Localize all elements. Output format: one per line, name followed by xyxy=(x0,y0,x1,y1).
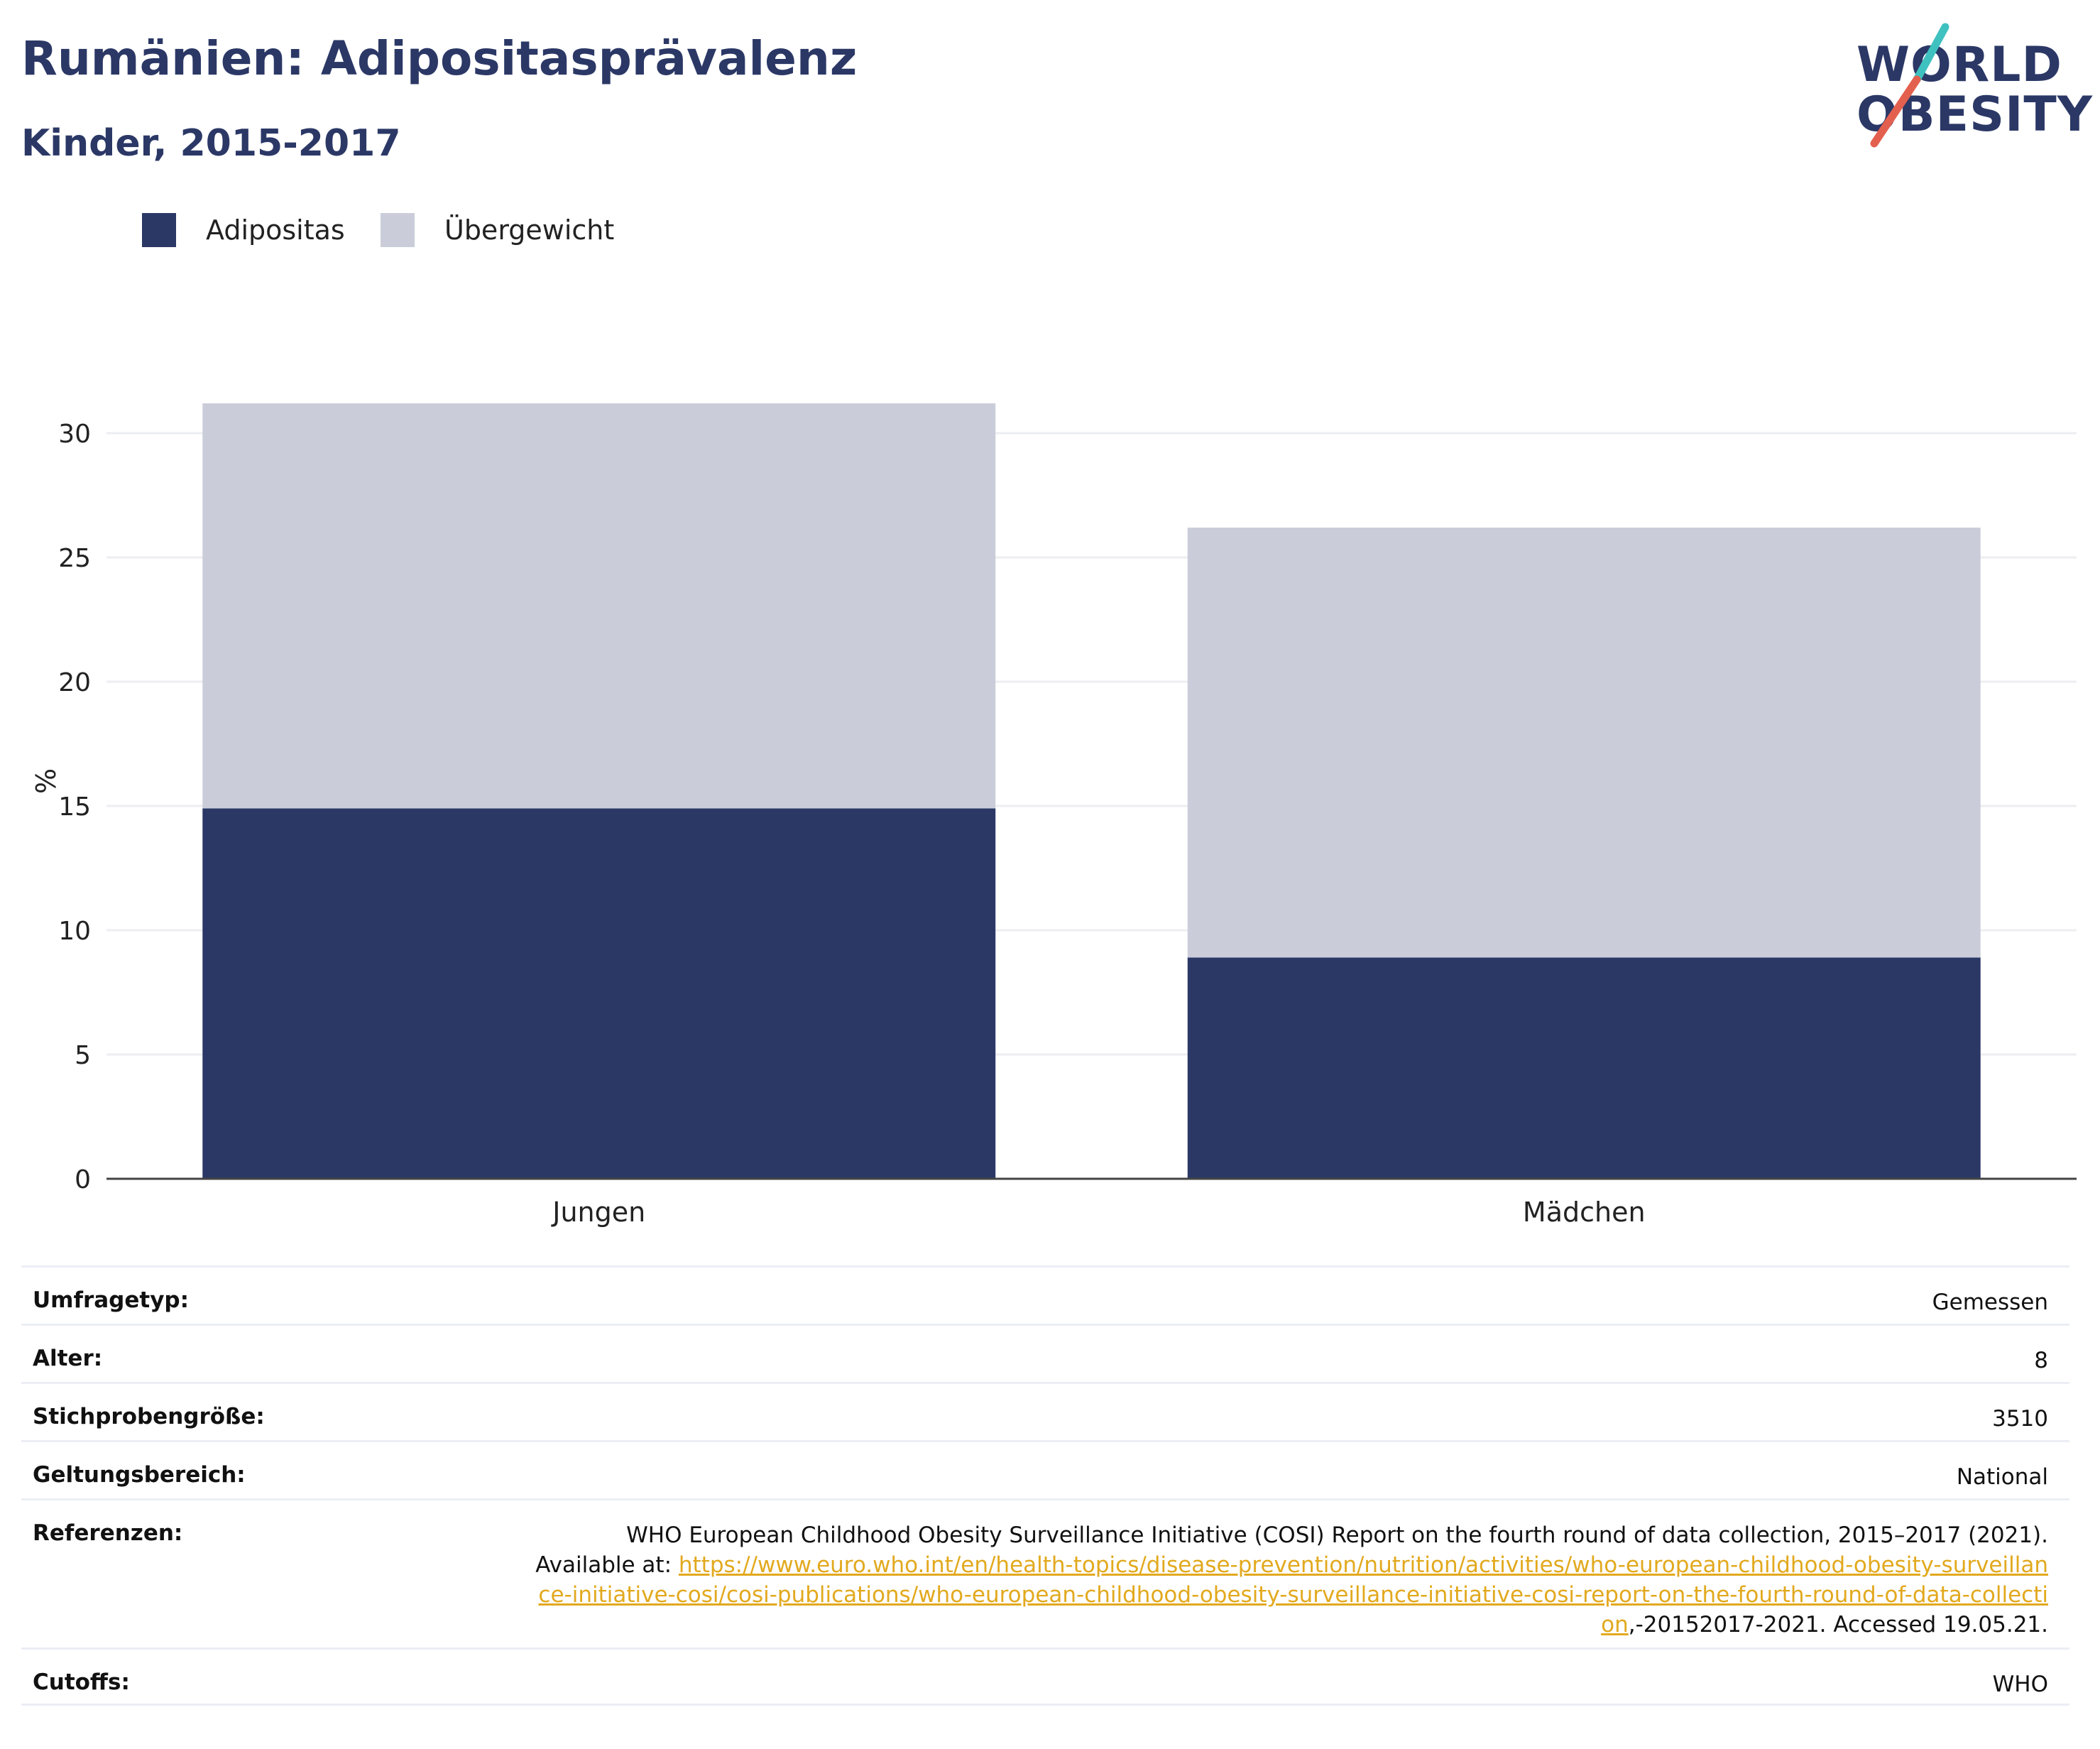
metadata-row: Geltungsbereich: National xyxy=(21,1440,2069,1498)
logo-line-1: WORLD xyxy=(1856,37,2062,93)
legend-label-adipositas: Adipositas xyxy=(206,214,345,246)
y-tick-label: 20 xyxy=(58,668,91,697)
y-tick-label: 15 xyxy=(58,792,91,822)
metadata-value: 8 xyxy=(2034,1348,2048,1373)
metadata-label: Referenzen: xyxy=(33,1520,183,1546)
stacked-bar-chart: 0 5 10 15 20 25 30% Jungen Mädchen xyxy=(31,403,2077,1228)
legend-swatch-uebergewicht xyxy=(381,213,415,247)
metadata-label: Umfragetyp: xyxy=(33,1287,189,1313)
metadata-row: Stichprobengröße: 3510 xyxy=(21,1382,2069,1440)
world-obesity-logo: WORLD OBESITY xyxy=(1846,21,2092,149)
bar-adipositas-maedchen[interactable] xyxy=(1187,957,1981,1179)
y-tick-label: 25 xyxy=(58,544,91,573)
metadata-value: National xyxy=(1956,1464,2048,1490)
reference-link[interactable]: https://www.euro.who.int/en/health-topic… xyxy=(538,1552,2048,1638)
x-tick-label: Mädchen xyxy=(1523,1197,1646,1228)
legend-swatch-adipositas xyxy=(142,213,176,247)
metadata-label: Geltungsbereich: xyxy=(33,1462,246,1488)
chart-subtitle: Kinder, 2015-2017 xyxy=(21,122,401,165)
y-tick-label: 5 xyxy=(75,1041,91,1070)
chart-title: Rumänien: Adipositasprävalenz xyxy=(21,31,858,86)
bar-uebergewicht-jungen[interactable] xyxy=(202,403,996,809)
metadata-row: Referenzen: WHO European Childhood Obesit… xyxy=(21,1498,2069,1647)
metadata-label: Stichprobengröße: xyxy=(33,1404,265,1429)
metadata-value: Gemessen xyxy=(1932,1290,2048,1315)
bar-adipositas-jungen[interactable] xyxy=(202,808,996,1179)
metadata-value: WHO European Childhood Obesity Surveilla… xyxy=(535,1522,2048,1638)
logo-slash-icon xyxy=(1870,23,1949,148)
metadata-row: Umfragetyp: Gemessen xyxy=(21,1265,2069,1324)
metadata-label: Alter: xyxy=(33,1346,103,1371)
metadata-row: Alter: 8 xyxy=(21,1324,2069,1382)
metadata-value: WHO xyxy=(1992,1672,2048,1697)
bar-uebergewicht-maedchen[interactable] xyxy=(1187,528,1981,958)
y-tick-label: 0 xyxy=(75,1165,91,1194)
legend-label-uebergewicht: Übergewicht xyxy=(444,214,615,246)
metadata-label: Cutoffs: xyxy=(33,1669,130,1695)
y-tick-label: 10 xyxy=(58,917,91,946)
metadata-value: 3510 xyxy=(1992,1406,2048,1432)
x-tick-label: Jungen xyxy=(551,1197,645,1228)
metadata-row: Cutoffs: WHO xyxy=(21,1647,2069,1706)
y-axis-label: % xyxy=(31,768,62,794)
metadata-table: Umfragetyp: Gemessen Alter: 8 Stichprobengrö… xyxy=(21,1265,2069,1706)
y-tick-label: 30 xyxy=(58,420,91,449)
